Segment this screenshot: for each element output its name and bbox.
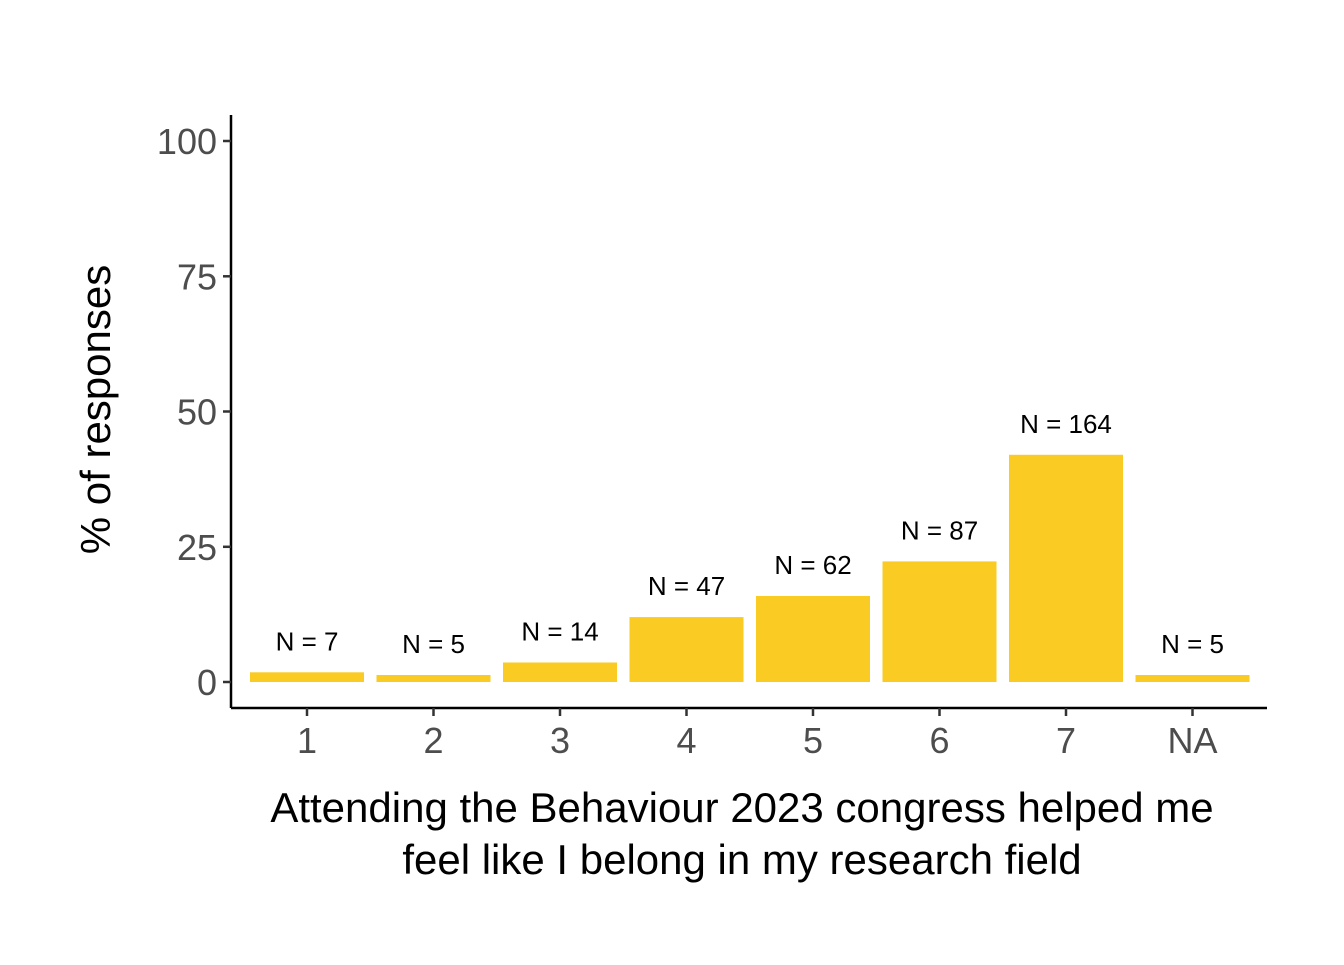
x-axis-title-line-2: feel like I belong in my research field [402,836,1081,883]
bars-layer [250,454,1250,682]
x-tick-label-1: 1 [297,720,317,761]
bar-5 [756,596,870,682]
bar-label-2: N = 5 [402,629,465,659]
x-tick-label-3: 3 [550,720,570,761]
bar-label-na: N = 5 [1161,629,1224,659]
y-tick-label-75: 75 [177,256,217,297]
bar-na [1135,675,1250,682]
bar-4 [629,617,744,682]
x-tick-label-2: 2 [423,720,443,761]
x-tick-label-7: 7 [1056,720,1076,761]
x-tick-label-6: 6 [929,720,949,761]
bar-labels-layer: N = 7 N = 5 N = 14 N = 47 N = 62 N = 87 N = 16… [276,409,1224,659]
bar-label-3: N = 14 [521,617,598,647]
bar-7 [1009,454,1123,682]
bar-1 [250,672,364,682]
bar-6 [882,561,997,682]
bar-label-6: N = 87 [901,515,978,545]
bar-label-4: N = 47 [648,571,725,601]
bar-2 [376,675,491,682]
x-axis-title-line-1: Attending the Behaviour 2023 congress he… [270,784,1213,831]
bar-label-1: N = 7 [276,626,339,656]
y-axis-title: % of responses [72,265,119,555]
x-tick-label-4: 4 [676,720,696,761]
bar-label-7: N = 164 [1020,409,1112,439]
bar-3 [503,662,617,682]
y-tick-label-100: 100 [157,121,217,162]
x-tick-label-5: 5 [803,720,823,761]
bar-label-5: N = 62 [774,550,851,580]
x-tick-label-na: NA [1167,720,1217,761]
y-ticks-layer: 0 25 50 75 100 [157,121,231,703]
y-tick-label-50: 50 [177,392,217,433]
y-tick-label-0: 0 [197,662,217,703]
y-tick-label-25: 25 [177,527,217,568]
x-ticks-layer: 1 2 3 4 5 6 7 NA [297,708,1218,761]
